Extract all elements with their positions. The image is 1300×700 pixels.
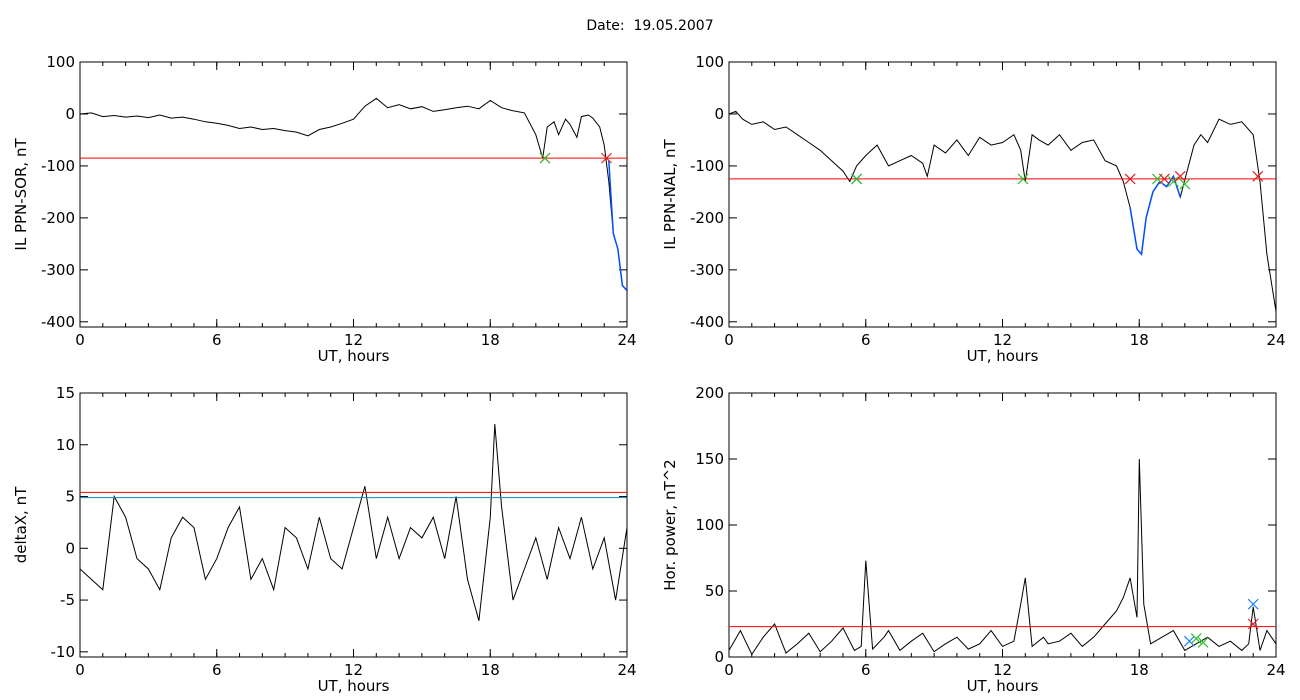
y-axis-title: deltaX, nT [12, 486, 30, 563]
data-marker [1124, 173, 1136, 185]
series-line [80, 424, 627, 621]
panel-ppn-sor: 0 6 12 18 24 100 0 -100 -200 -300 -400 UT, hours IL … [12, 53, 637, 365]
y-tick-label: 0 [65, 539, 75, 557]
x-tick-label: 0 [75, 331, 85, 349]
y-tick-label: -300 [41, 261, 75, 279]
panel-ppn-nal: 0 6 12 18 24 100 0 -100 -200 -300 -400 UT, hours IL … [661, 53, 1286, 365]
y-tick-label: 5 [65, 488, 75, 506]
data-marker [1190, 633, 1202, 644]
x-tick-label: 18 [481, 661, 500, 679]
x-tick-label: 0 [724, 661, 734, 679]
y-tick-label: -200 [41, 209, 75, 227]
y-tick-label: 0 [65, 105, 75, 123]
series-line [729, 110, 1276, 312]
y-axis-title: IL PPN-NAL, nT [661, 139, 679, 250]
x-tick-label: 12 [344, 331, 363, 349]
x-tick-label: 24 [617, 331, 636, 349]
x-tick-label: 24 [1266, 331, 1285, 349]
data-marker [1252, 170, 1264, 182]
y-tick-label: -400 [690, 313, 724, 331]
y-tick-label: -10 [51, 643, 76, 661]
y-tick-label: 200 [695, 384, 724, 402]
x-tick-label: 0 [75, 661, 85, 679]
data-marker [851, 173, 863, 185]
y-tick-label: 50 [705, 582, 724, 600]
y-tick-label: 100 [46, 53, 75, 71]
x-tick-label: 12 [993, 661, 1012, 679]
data-marker [1168, 176, 1179, 187]
plot-frame [728, 61, 1277, 328]
x-tick-label: 24 [617, 661, 636, 679]
page-title: Date: 19.05.2007 [586, 18, 714, 34]
panel-deltax: 0 6 12 18 24 15 10 5 0 -5 -10 UT, hours deltaX, nT [12, 384, 637, 695]
data-marker [1179, 178, 1191, 190]
y-tick-label: 0 [714, 648, 724, 666]
y-tick-label: -400 [41, 313, 75, 331]
data-marker [1174, 170, 1186, 182]
x-tick-label: 6 [861, 331, 871, 349]
y-tick-label: -100 [41, 157, 75, 175]
y-axis-title: Hor. power, nT^2 [661, 459, 679, 590]
data-marker [1197, 637, 1209, 648]
x-tick-label: 24 [1266, 661, 1285, 679]
y-tick-label: -5 [60, 591, 75, 609]
y-tick-label: -100 [690, 157, 724, 175]
x-tick-label: 6 [861, 661, 871, 679]
data-marker [539, 152, 551, 164]
x-tick-label: 6 [212, 331, 222, 349]
x-tick-label: 18 [1130, 331, 1149, 349]
data-marker [601, 152, 612, 164]
y-tick-label: -300 [690, 261, 724, 279]
event-segment-line [1129, 174, 1182, 257]
plot-frame [79, 61, 628, 328]
y-tick-label: 15 [56, 384, 75, 402]
y-tick-label: 10 [56, 436, 75, 454]
y-tick-label: 100 [695, 516, 724, 534]
data-marker [1158, 173, 1170, 185]
x-axis-title: UT, hours [967, 677, 1039, 695]
series-line [729, 458, 1276, 656]
x-axis-title: UT, hours [967, 347, 1039, 365]
x-tick-label: 18 [481, 331, 500, 349]
x-tick-label: 6 [212, 661, 222, 679]
x-axis-title: UT, hours [318, 677, 390, 695]
data-marker [1247, 618, 1259, 630]
panel-hor-power: 0 6 12 18 24 200 150 100 50 0 UT, hours Hor. power,… [661, 384, 1286, 695]
x-tick-label: 12 [993, 331, 1012, 349]
y-tick-label: 0 [714, 105, 724, 123]
y-axis-title: IL PPN-SOR, nT [12, 138, 30, 251]
y-tick-label: 150 [695, 450, 724, 468]
y-tick-label: 100 [695, 53, 724, 71]
y-tick-label: -200 [690, 209, 724, 227]
series-line [80, 97, 627, 291]
x-axis-title: UT, hours [318, 347, 390, 365]
plot-frame [728, 392, 1277, 658]
x-tick-label: 12 [344, 661, 363, 679]
event-segment-line [608, 160, 627, 292]
plot-frame [79, 392, 628, 658]
data-marker [1183, 635, 1195, 647]
x-tick-label: 0 [724, 331, 734, 349]
data-marker [1247, 598, 1259, 610]
data-marker [1017, 173, 1029, 185]
x-tick-label: 18 [1130, 661, 1149, 679]
